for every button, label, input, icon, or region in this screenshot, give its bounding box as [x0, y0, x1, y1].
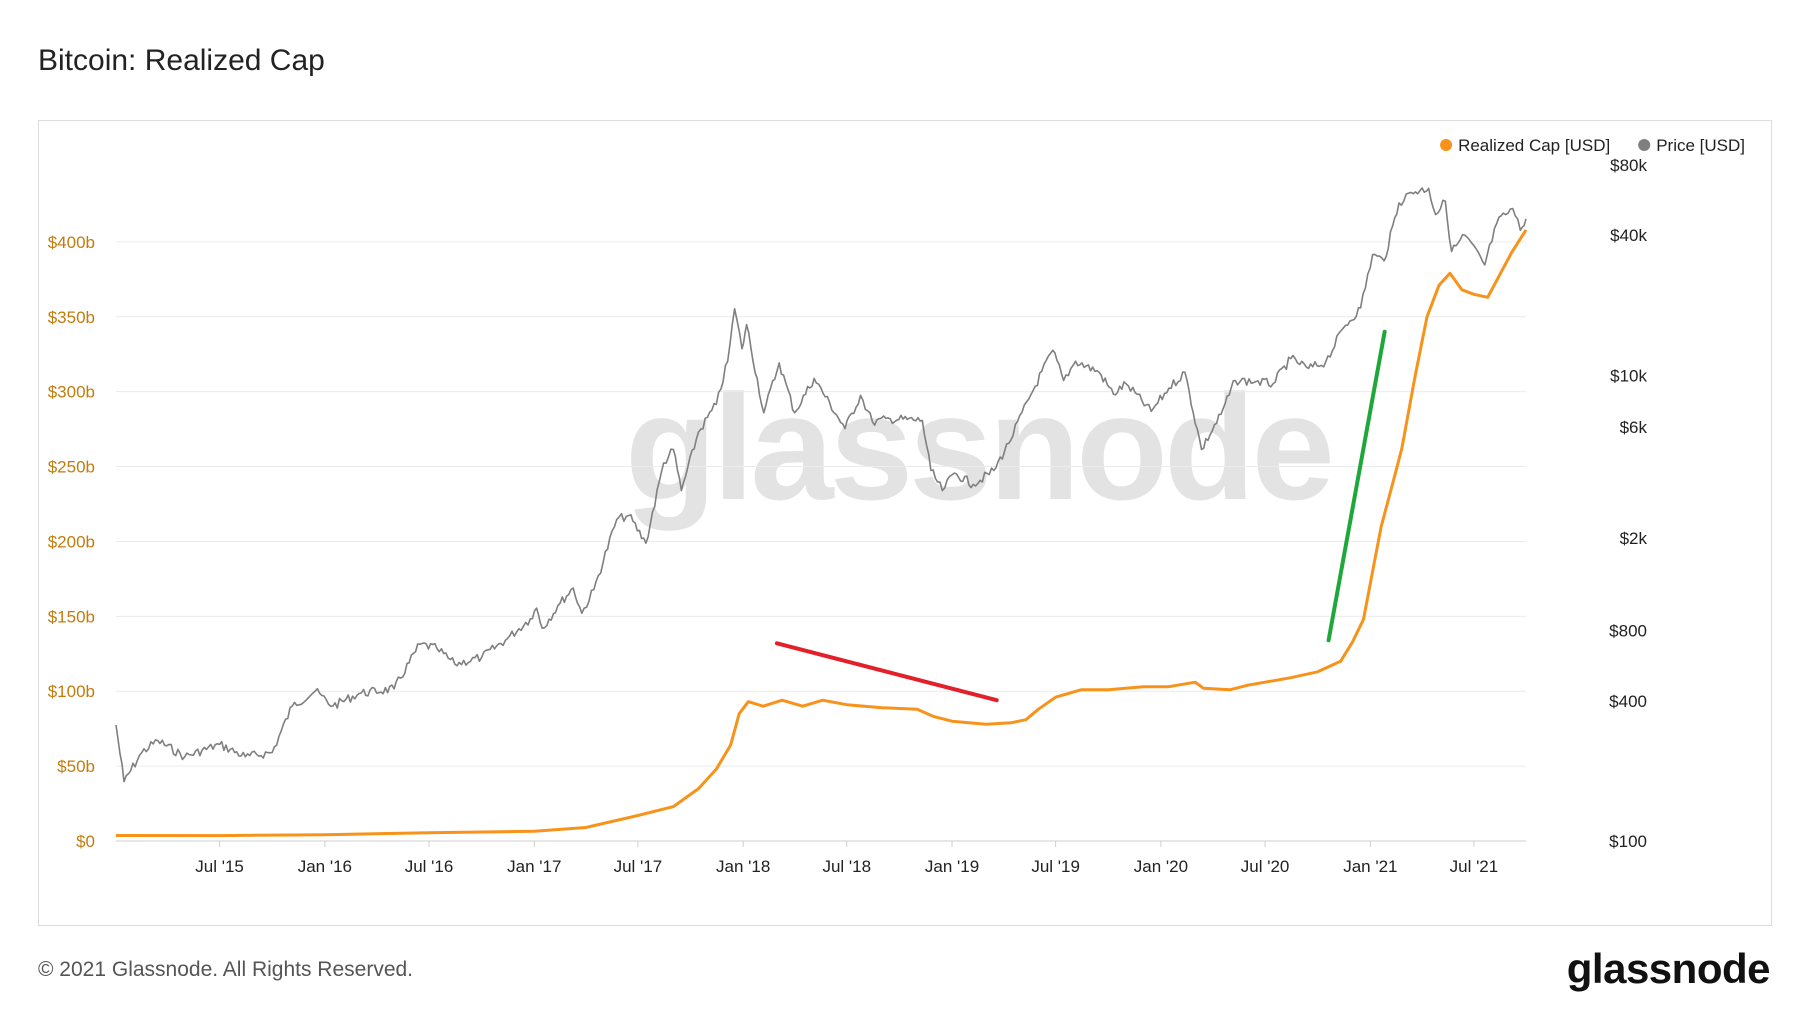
left-tick-label: $100b	[48, 682, 95, 701]
right-tick-label: $2k	[1620, 529, 1648, 548]
x-tick-label: Jul '15	[195, 857, 244, 876]
realized-cap-chart: glassnode $0 $50b $100b $150b $200b $250b $300…	[48, 136, 1745, 876]
x-tick-label: Jan '19	[925, 857, 979, 876]
x-tick-label: Jul '21	[1450, 857, 1499, 876]
left-tick-label: $350b	[48, 308, 95, 327]
glassnode-logo: glassnode	[1566, 945, 1771, 992]
x-tick-label: Jul '17	[614, 857, 663, 876]
footer-copyright: © 2021 Glassnode. All Rights Reserved.	[38, 958, 414, 981]
left-tick-label: $200b	[48, 532, 95, 551]
right-tick-label: $100	[1609, 832, 1647, 851]
legend-label: Realized Cap [USD]	[1458, 136, 1610, 155]
legend-label: Price [USD]	[1656, 136, 1745, 155]
right-axis: $100 $400 $800 $2k $6k $10k $40k $80k	[1609, 156, 1647, 851]
left-tick-label: $400b	[48, 233, 95, 252]
price-legend-dot	[1638, 139, 1651, 151]
annotations	[774, 329, 1387, 703]
x-tick-label: Jan '17	[507, 857, 561, 876]
right-tick-label: $10k	[1610, 366, 1647, 385]
x-tick-label: Jul '20	[1241, 857, 1290, 876]
x-tick-label: Jul '19	[1031, 857, 1080, 876]
left-tick-label: $150b	[48, 607, 95, 626]
page-title: Bitcoin: Realized Cap	[38, 44, 325, 77]
green-trend-annotation	[1326, 329, 1387, 643]
left-tick-label: $300b	[48, 383, 95, 402]
right-tick-label: $400	[1609, 692, 1647, 711]
x-tick-label: Jul '16	[405, 857, 454, 876]
x-tick-label: Jan '20	[1134, 857, 1188, 876]
price-series-line	[115, 187, 1527, 783]
x-tick-label: Jan '18	[716, 857, 770, 876]
realized-cap-legend-dot	[1440, 139, 1453, 151]
x-axis: Jul '15 Jan '16 Jul '16 Jan '17 Jul '17 Jan '…	[195, 841, 1498, 876]
watermark: glassnode	[625, 363, 1331, 531]
legend: Price [USD] Realized Cap [USD]	[1440, 136, 1745, 155]
realized-cap-series-line	[115, 229, 1528, 838]
left-tick-label: $0	[76, 832, 95, 851]
x-tick-label: Jan '21	[1343, 857, 1397, 876]
right-tick-label: $6k	[1620, 418, 1648, 437]
left-tick-label: $50b	[57, 757, 95, 776]
x-tick-label: Jul '18	[822, 857, 871, 876]
right-tick-label: $40k	[1610, 226, 1647, 245]
chart-panel: glassnode $0 $50b $100b $150b $200b $250b $300…	[38, 120, 1772, 926]
right-tick-label: $80k	[1610, 156, 1647, 175]
x-tick-label: Jan '16	[298, 857, 352, 876]
right-tick-label: $800	[1609, 622, 1647, 641]
grid-lines	[116, 241, 1526, 842]
red-trend-annotation	[774, 641, 999, 703]
left-tick-label: $250b	[48, 458, 95, 477]
left-axis: $0 $50b $100b $150b $200b $250b $300b $350b $400…	[48, 233, 95, 851]
